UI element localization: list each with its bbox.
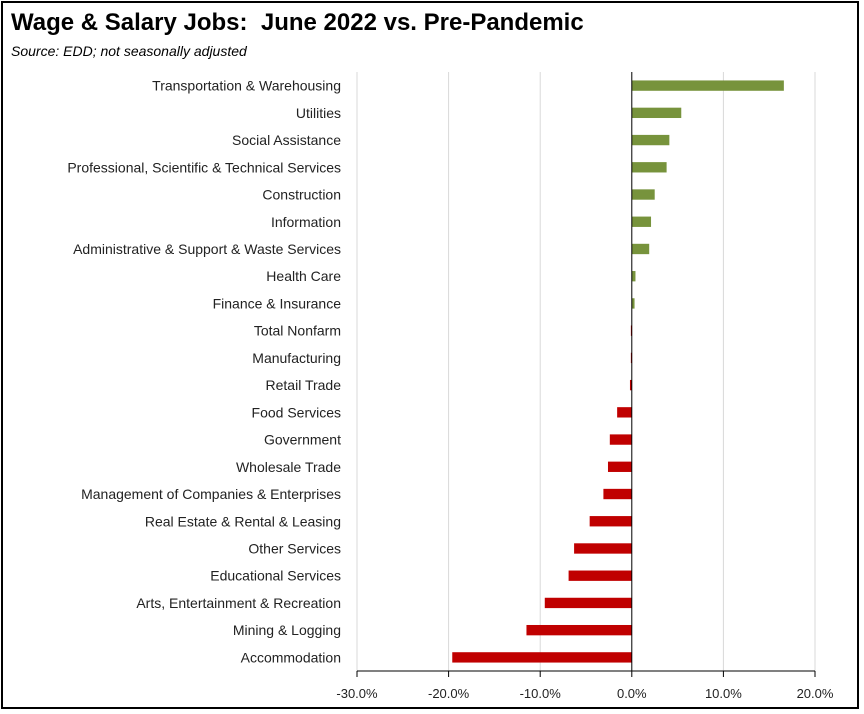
category-label: Information	[271, 214, 341, 230]
category-label: Real Estate & Rental & Leasing	[145, 513, 341, 529]
category-label: Wholesale Trade	[236, 459, 341, 475]
bar	[617, 407, 632, 418]
bar	[631, 271, 636, 282]
axes: -30.0% -20.0% -10.0% 0.0% 10.0% 20.0%	[336, 72, 834, 701]
chart-subtitle: Source: EDD; not seasonally adjusted	[11, 43, 247, 59]
category-label: Administrative & Support & Waste Service…	[73, 241, 341, 257]
bar	[607, 461, 632, 472]
bar	[589, 516, 632, 527]
bar	[526, 624, 632, 636]
bar	[631, 162, 667, 173]
category-label: Accommodation	[241, 649, 341, 665]
category-label: Other Services	[248, 540, 341, 556]
x-tick-label: 0.0%	[617, 686, 647, 701]
category-label: Finance & Insurance	[213, 295, 342, 311]
category-label: Arts, Entertainment & Recreation	[136, 595, 341, 611]
bar	[631, 243, 650, 255]
gridlines	[356, 72, 816, 671]
chart-title: Wage & Salary Jobs: June 2022 vs. Pre-Pa…	[11, 9, 584, 36]
category-label: Professional, Scientific & Technical Ser…	[67, 159, 341, 175]
category-label: Social Assistance	[232, 132, 341, 148]
category-label: Management of Companies & Enterprises	[81, 486, 341, 502]
bar	[631, 107, 682, 119]
category-label: Manufacturing	[252, 350, 341, 366]
bars	[452, 80, 784, 663]
category-label: Construction	[262, 187, 341, 203]
category-label: Retail Trade	[266, 377, 342, 393]
category-label: Health Care	[266, 268, 341, 284]
category-label: Educational Services	[210, 568, 341, 584]
category-label: Total Nonfarm	[254, 323, 341, 339]
bar	[631, 189, 655, 200]
bar	[603, 488, 632, 500]
category-label: Food Services	[252, 404, 341, 420]
bar	[631, 298, 635, 309]
category-label: Utilities	[296, 105, 341, 121]
bar	[544, 597, 632, 609]
category-label: Transportation & Warehousing	[152, 78, 341, 94]
category-label: Mining & Logging	[233, 622, 341, 638]
x-tick-label: 20.0%	[797, 686, 834, 701]
bar	[574, 543, 632, 554]
category-labels: Transportation & Warehousing Utilities Soc…	[67, 78, 341, 666]
bar	[609, 434, 632, 445]
x-tick-label: -10.0%	[520, 686, 562, 701]
category-label: Government	[264, 432, 341, 448]
bar	[631, 80, 784, 91]
x-tick-label: -20.0%	[428, 686, 470, 701]
bar	[631, 134, 670, 146]
x-tick-label: 10.0%	[705, 686, 742, 701]
bar	[629, 379, 632, 391]
bar	[631, 216, 652, 227]
bar	[452, 652, 632, 663]
bar	[568, 570, 632, 581]
x-tick-label: -30.0%	[336, 686, 378, 701]
